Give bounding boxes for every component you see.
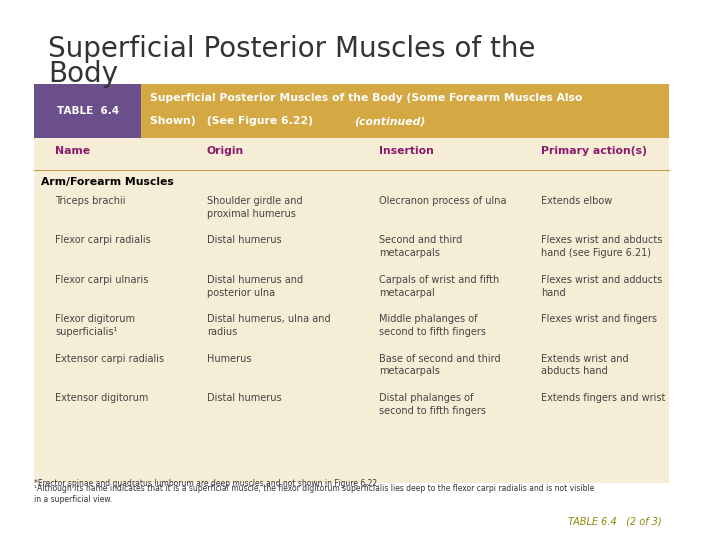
Text: Humerus: Humerus [207, 354, 251, 364]
Text: (continued): (continued) [354, 116, 426, 126]
Text: Extends wrist and
abducts hand: Extends wrist and abducts hand [541, 354, 629, 376]
FancyBboxPatch shape [35, 138, 669, 483]
Text: Distal humerus: Distal humerus [207, 235, 282, 246]
FancyBboxPatch shape [35, 84, 669, 138]
Text: Origin: Origin [207, 146, 244, 157]
Text: Name: Name [55, 146, 90, 157]
FancyBboxPatch shape [0, 0, 697, 540]
Text: Carpals of wrist and fifth
metacarpal: Carpals of wrist and fifth metacarpal [379, 275, 500, 298]
Text: Superficial Posterior Muscles of the: Superficial Posterior Muscles of the [48, 35, 536, 63]
Text: Arm/Forearm Muscles: Arm/Forearm Muscles [41, 177, 174, 187]
Text: Flexor carpi ulnaris: Flexor carpi ulnaris [55, 275, 148, 285]
Text: Flexes wrist and adducts
hand: Flexes wrist and adducts hand [541, 275, 662, 298]
Text: Insertion: Insertion [379, 146, 434, 157]
Text: TABLE  6.4: TABLE 6.4 [57, 106, 119, 116]
Text: Olecranon process of ulna: Olecranon process of ulna [379, 196, 507, 206]
Text: Flexor carpi radialis: Flexor carpi radialis [55, 235, 151, 246]
Text: Second and third
metacarpals: Second and third metacarpals [379, 235, 462, 258]
Text: Superficial Posterior Muscles of the Body (Some Forearm Muscles Also: Superficial Posterior Muscles of the Bod… [150, 93, 582, 104]
Text: Flexes wrist and abducts
hand (see Figure 6.21): Flexes wrist and abducts hand (see Figur… [541, 235, 663, 258]
Text: TABLE 6.4   (2 of 3): TABLE 6.4 (2 of 3) [568, 516, 662, 526]
Text: Extensor carpi radialis: Extensor carpi radialis [55, 354, 164, 364]
Text: Flexes wrist and fingers: Flexes wrist and fingers [541, 314, 657, 325]
Text: Flexor digitorum
superficialis¹: Flexor digitorum superficialis¹ [55, 314, 135, 337]
Text: *Erector spinae and quadratus lumborum are deep muscles and not shown in Figure : *Erector spinae and quadratus lumborum a… [35, 478, 380, 488]
Text: Primary action(s): Primary action(s) [541, 146, 647, 157]
Text: Base of second and third
metacarpals: Base of second and third metacarpals [379, 354, 501, 376]
Text: Body: Body [48, 60, 118, 89]
Text: Extensor digitorum: Extensor digitorum [55, 393, 148, 403]
Text: Shown)   (See Figure 6.22): Shown) (See Figure 6.22) [150, 116, 316, 126]
Text: Distal humerus: Distal humerus [207, 393, 282, 403]
Text: ¹Although its name indicates that it is a superficial muscle, the flexor digitor: ¹Although its name indicates that it is … [35, 484, 595, 504]
Text: Middle phalanges of
second to fifth fingers: Middle phalanges of second to fifth fing… [379, 314, 486, 337]
Text: Distal humerus, ulna and
radius: Distal humerus, ulna and radius [207, 314, 330, 337]
FancyBboxPatch shape [35, 84, 141, 138]
Text: Distal phalanges of
second to fifth fingers: Distal phalanges of second to fifth fing… [379, 393, 486, 416]
Text: Extends elbow: Extends elbow [541, 196, 613, 206]
Text: Shoulder girdle and
proximal humerus: Shoulder girdle and proximal humerus [207, 196, 302, 219]
Text: Distal humerus and
posterior ulna: Distal humerus and posterior ulna [207, 275, 303, 298]
Text: Extends fingers and wrist: Extends fingers and wrist [541, 393, 666, 403]
Text: Triceps brachii: Triceps brachii [55, 196, 126, 206]
